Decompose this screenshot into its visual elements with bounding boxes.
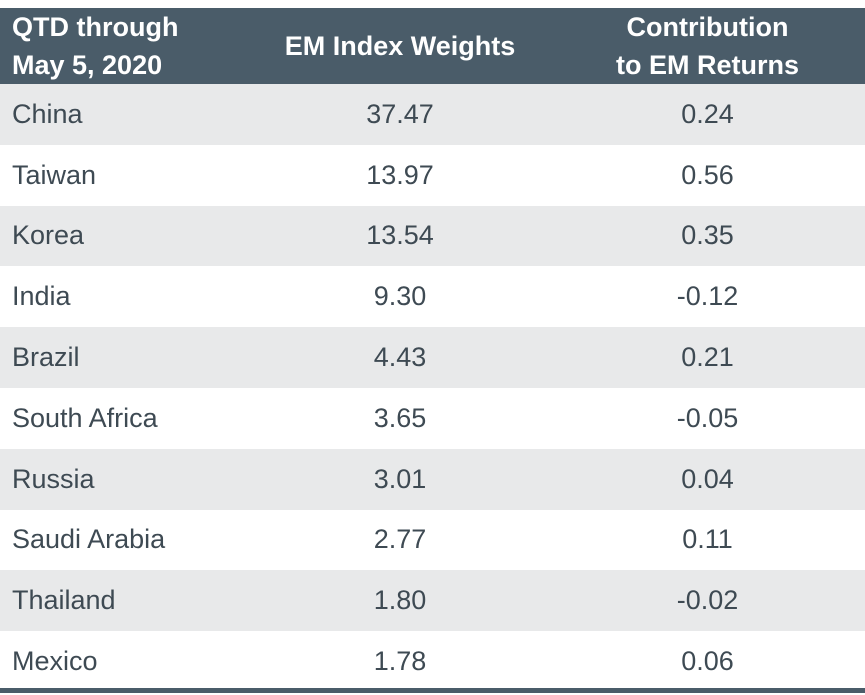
bottom-rule	[0, 688, 865, 693]
weight-cell: 3.01	[373, 463, 427, 494]
country-cell: India	[12, 281, 71, 312]
table-row: Russia 3.01 0.04	[0, 448, 865, 510]
country-cell: Thailand	[12, 585, 116, 616]
column-header-weights: EM Index Weights	[250, 8, 550, 84]
table-body: China 37.47 0.24 Taiwan 13.97 0.56 Korea 13.54 0…	[0, 84, 865, 692]
weight-cell: 1.78	[373, 646, 427, 677]
weight-cell: 3.65	[373, 402, 427, 433]
weight-cell: 1.80	[373, 585, 427, 616]
em-contribution-table: QTD through May 5, 2020 EM Index Weights…	[0, 8, 865, 692]
contribution-cell: 0.56	[681, 159, 734, 190]
weight-cell: 4.43	[373, 342, 427, 373]
contribution-cell: -0.12	[676, 281, 739, 312]
weight-cell: 2.77	[373, 524, 427, 555]
column-header-weights-line-1: EM Index Weights	[284, 31, 516, 61]
country-cell: Russia	[12, 463, 95, 494]
country-cell: Brazil	[12, 342, 80, 373]
country-cell: Mexico	[12, 646, 98, 677]
contribution-cell: 0.35	[681, 220, 734, 251]
column-header-contribution-line-2: to EM Returns	[615, 50, 799, 80]
column-header-contribution-line-1: Contribution	[626, 12, 789, 42]
table-row: India 9.30 -0.12	[0, 266, 865, 328]
weight-cell: 13.54	[366, 220, 434, 251]
contribution-cell: 0.24	[681, 98, 734, 129]
weight-cell: 37.47	[366, 98, 434, 129]
contribution-cell: -0.02	[676, 585, 739, 616]
table-row: Brazil 4.43 0.21	[0, 327, 865, 388]
table-header-row: QTD through May 5, 2020 EM Index Weights…	[0, 8, 865, 84]
weight-cell: 13.97	[366, 159, 434, 190]
table-row: Saudi Arabia 2.77 0.11	[0, 509, 865, 571]
country-cell: China	[12, 98, 83, 129]
country-cell: Taiwan	[12, 159, 97, 190]
column-header-period-line-2: May 5, 2020	[12, 50, 163, 80]
table-row: Mexico 1.78 0.06	[0, 631, 865, 692]
table-row: Thailand 1.80 -0.02	[0, 570, 865, 632]
contribution-cell: 0.11	[682, 524, 733, 555]
column-header-contribution: Contribution to EM Returns	[550, 8, 865, 84]
table-row: Korea 13.54 0.35	[0, 205, 865, 267]
country-cell: South Africa	[12, 402, 158, 433]
contribution-cell: 0.04	[681, 463, 734, 494]
table-row: Taiwan 13.97 0.56	[0, 144, 865, 206]
table-row: China 37.47 0.24	[0, 84, 865, 145]
column-header-period: QTD through May 5, 2020	[0, 8, 250, 84]
weight-cell: 9.30	[373, 281, 427, 312]
country-cell: Korea	[12, 220, 85, 251]
column-header-period-line-1: QTD through	[12, 12, 179, 42]
country-cell: Saudi Arabia	[12, 524, 166, 555]
contribution-cell: 0.21	[681, 342, 734, 373]
table-row: South Africa 3.65 -0.05	[0, 387, 865, 449]
top-margin	[0, 0, 865, 8]
contribution-cell: 0.06	[681, 646, 734, 677]
contribution-cell: -0.05	[676, 402, 739, 433]
